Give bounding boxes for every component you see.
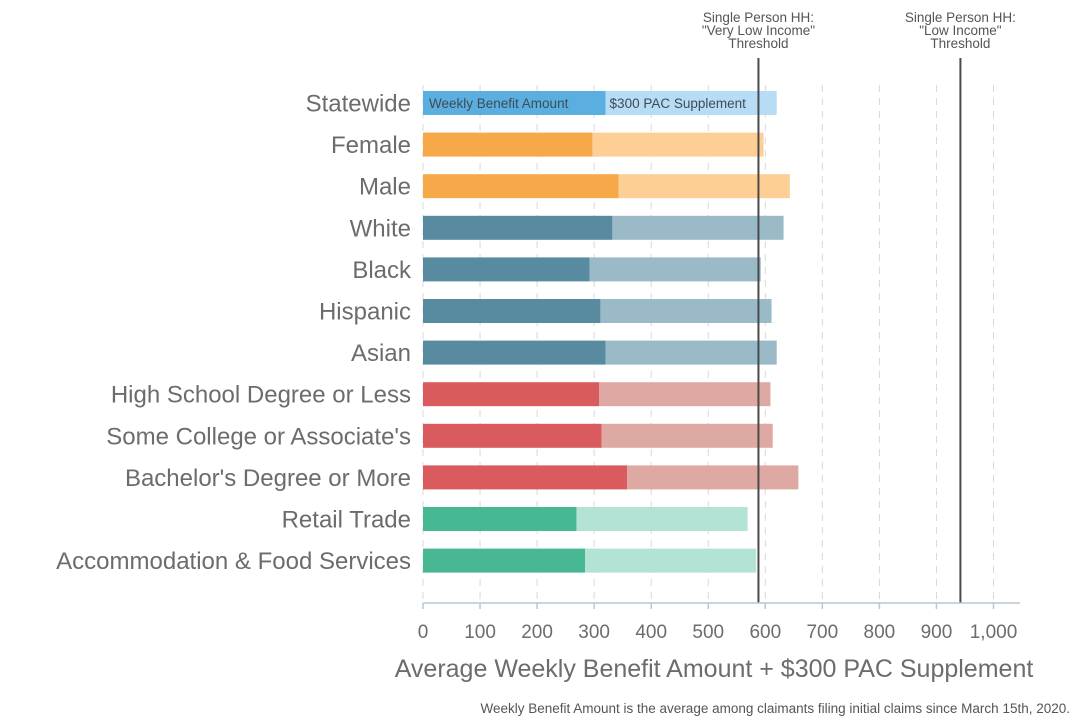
bar-base-5: [423, 299, 601, 323]
bar-supplement-0: [605, 91, 777, 115]
category-label-2: Male: [359, 174, 411, 201]
footnote: Weekly Benefit Amount is the average amo…: [480, 701, 1070, 716]
bar-label-weekly-benefit: Weekly Benefit Amount: [429, 96, 569, 111]
bar-supplement-9: [627, 465, 799, 490]
bar-supplement-5: [600, 299, 772, 323]
category-label-5: Hispanic: [319, 299, 411, 326]
x-tick-label-200: 200: [521, 622, 553, 643]
bar-base-3: [423, 215, 613, 240]
x-tick-label-800: 800: [864, 622, 896, 643]
category-label-9: Bachelor's Degree or More: [125, 465, 411, 492]
threshold-label-0-line-2: Threshold: [728, 36, 788, 51]
category-label-0: Statewide: [306, 91, 411, 118]
threshold-label-0-line-1: "Very Low Income": [702, 23, 815, 38]
x-tick-label-500: 500: [692, 622, 724, 643]
x-axis-title: Average Weekly Benefit Amount + $300 PAC…: [395, 655, 1034, 683]
x-tick-label-700: 700: [806, 622, 838, 643]
x-tick-label-900: 900: [921, 622, 953, 643]
category-label-7: High School Degree or Less: [111, 382, 411, 409]
x-tick-label-100: 100: [464, 622, 496, 643]
bar-base-11: [423, 548, 586, 573]
bar-base-8: [423, 423, 602, 448]
category-label-1: Female: [331, 132, 411, 159]
bar-base-10: [423, 507, 577, 531]
x-axis: 0 100 200 300 400 500 600 700 800 900 1,000: [418, 602, 1020, 643]
bar-supplement-3: [612, 215, 784, 240]
threshold-label-1-line-1: "Low Income": [919, 23, 1002, 38]
category-label-8: Some College or Associate's: [106, 423, 411, 450]
category-label-4: Black: [352, 257, 412, 284]
bar-label-pac-supplement: $300 PAC Supplement: [610, 96, 747, 111]
bar-supplement-4: [589, 257, 761, 282]
bar-base-2: [423, 174, 619, 199]
bar-supplement-11: [585, 548, 757, 573]
category-label-10: Retail Trade: [282, 507, 411, 534]
bar-base-7: [423, 382, 600, 407]
x-tick-label-300: 300: [578, 622, 610, 643]
bar-base-4: [423, 257, 590, 282]
bar-supplement-6: [605, 340, 777, 365]
bar-base-1: [423, 132, 593, 157]
x-tick-label-1000: 1,000: [970, 622, 1018, 643]
category-labels: Statewide Female Male White Black Hispanic Asi…: [56, 91, 412, 576]
bar-base-6: [423, 340, 606, 365]
category-label-3: White: [350, 215, 411, 242]
bar-supplement-10: [576, 507, 748, 531]
threshold-label-0-line-0: Single Person HH:: [703, 10, 814, 25]
threshold-label-1-line-2: Threshold: [930, 36, 990, 51]
bar-supplement-7: [599, 382, 771, 407]
threshold-label-1-line-0: Single Person HH:: [905, 10, 1016, 25]
threshold-reference-lines: Single Person HH:"Very Low Income"Thresh…: [702, 10, 1016, 603]
bar-supplement-1: [592, 132, 764, 157]
bar-series: Weekly Benefit Amount $300 PAC Supplement: [423, 91, 799, 573]
category-label-6: Asian: [351, 340, 411, 367]
category-label-11: Accommodation & Food Services: [56, 548, 411, 575]
x-tick-label-400: 400: [635, 622, 667, 643]
bar-supplement-8: [601, 423, 773, 448]
x-tick-label-0: 0: [418, 622, 429, 643]
bar-supplement-2: [618, 174, 790, 199]
x-tick-label-600: 600: [749, 622, 781, 643]
bar-base-9: [423, 465, 628, 490]
bar-base-0: [423, 91, 606, 115]
